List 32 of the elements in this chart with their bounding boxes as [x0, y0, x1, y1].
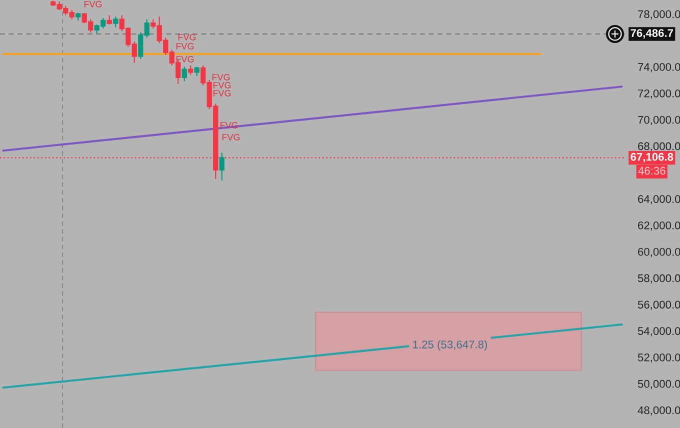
annotation: FVG: [176, 56, 194, 62]
y-tick-label: 62,000.0: [638, 221, 680, 231]
candlestick: [188, 64, 194, 76]
annotation: FVG: [178, 34, 196, 40]
y-tick-label: 54,000.0: [638, 327, 680, 336]
y-tick-label: 56,000.0: [638, 300, 680, 310]
candlestick: [106, 14, 112, 26]
annotation: FVG: [213, 90, 231, 96]
candlestick: [113, 16, 118, 28]
y-tick-label: 72,000.0: [638, 89, 680, 99]
annotation: FVG: [176, 43, 194, 50]
annotation: FVG: [222, 134, 240, 140]
ref-line-label: 67,106.8: [630, 152, 674, 162]
text: 46:36: [638, 166, 666, 175]
annotation: 1.25 (53,647.8): [413, 340, 487, 351]
y-tick-label: 52,000.0: [638, 354, 680, 363]
y-tick-label: 60,000.0: [638, 248, 680, 258]
candlestick: [194, 66, 200, 77]
y-tick-label: 50,000.0: [638, 380, 680, 390]
ref-line-label: 76,486.7: [630, 29, 674, 39]
annotation: FVG: [212, 74, 230, 80]
candlestick: [182, 66, 187, 82]
y-tick-label: 48,000.0: [638, 406, 680, 416]
annotation: FVG: [213, 82, 231, 88]
candlestick: [219, 152, 224, 181]
annotation: FVG: [84, 1, 102, 8]
y-tick-label: 58,000.0: [638, 274, 680, 284]
y-tick-label: 74,000.0: [638, 63, 680, 72]
y-tick-label: 68,000.0: [638, 142, 680, 152]
y-tick-label: 78,000.0: [638, 10, 680, 20]
y-tick-label: 64,000.0: [638, 195, 680, 204]
y-tick-label: 70,000.0: [638, 116, 680, 126]
